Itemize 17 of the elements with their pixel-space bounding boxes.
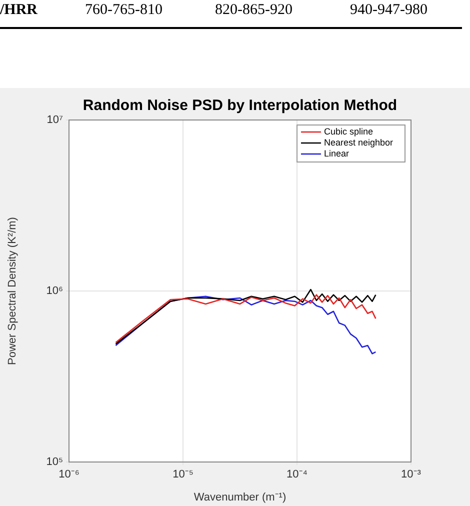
chart-title: Random Noise PSD by Interpolation Method: [82, 97, 398, 114]
text: /HRR: [0, 2, 38, 19]
x-axis-title: Wavenumber (m⁻¹): [194, 491, 286, 504]
y-tick-label: 10⁵: [46, 456, 63, 468]
text: 820-865-920: [215, 2, 292, 19]
y-tick-label: 10⁶: [46, 285, 63, 298]
x-tick-label: 10⁻⁴: [286, 468, 308, 481]
x-tick-label: 10⁻⁵: [172, 468, 194, 481]
x-tick-label: 10⁻³: [401, 468, 422, 481]
legend-label: Linear: [324, 148, 350, 158]
y-tick-label: 10⁷: [46, 114, 64, 126]
y-axis-title: Power Spectral Density (K²/m): [6, 217, 19, 365]
legend-label: Nearest neighbor: [324, 137, 394, 148]
legend-label: Cubic spline: [324, 126, 374, 136]
text: 760-765-810: [85, 2, 162, 19]
x-tick-label: 10⁻⁶: [58, 468, 80, 481]
text: 940-947-980: [350, 2, 428, 19]
